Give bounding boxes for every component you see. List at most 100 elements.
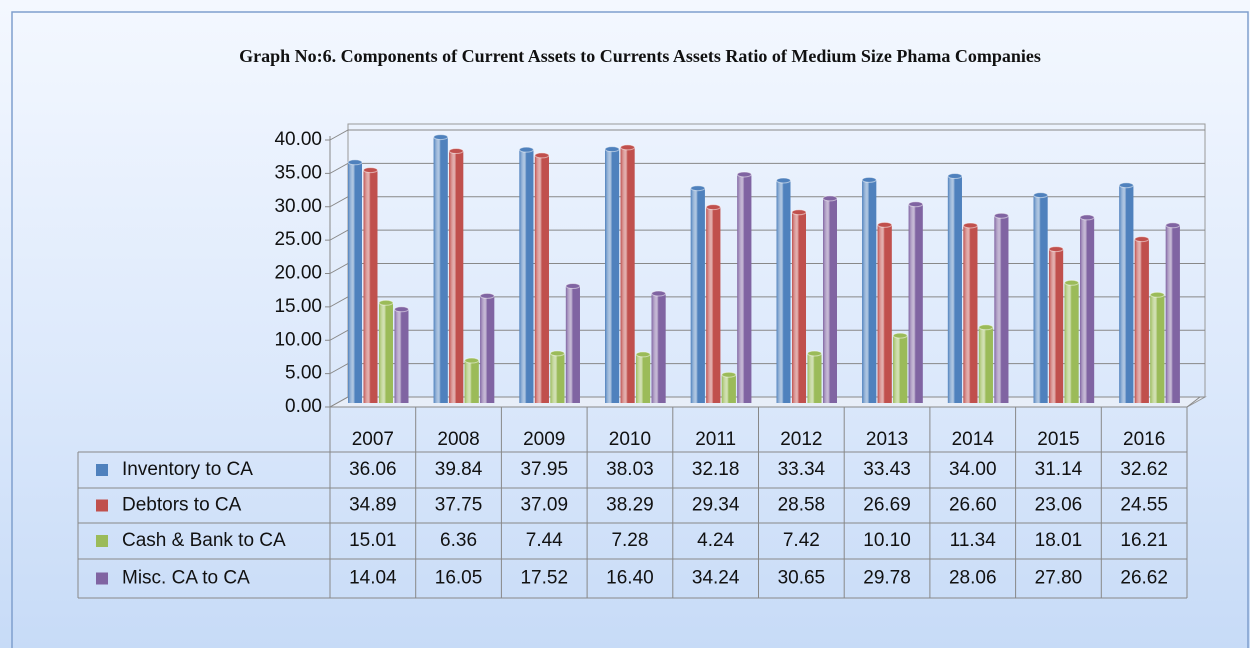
- bar-shine: [737, 174, 752, 403]
- table-value: 31.14: [1035, 459, 1083, 480]
- bar-shine: [620, 147, 635, 403]
- bar-cap: [518, 146, 534, 153]
- bar-cap: [1064, 279, 1080, 286]
- x-tick-label: 2013: [866, 429, 908, 450]
- bar-cap: [1118, 182, 1134, 189]
- table-value: 23.06: [1035, 495, 1083, 516]
- bar-cap: [721, 371, 737, 378]
- bar-shine: [792, 212, 806, 403]
- bar-cap: [565, 283, 581, 290]
- x-tick-label: 2016: [1123, 429, 1165, 450]
- table-value: 26.62: [1120, 568, 1168, 589]
- bar-cap: [1079, 214, 1095, 221]
- table-value: 24.55: [1120, 495, 1168, 516]
- bar-cap: [635, 351, 651, 358]
- bar-shine: [480, 295, 495, 403]
- table-value: 32.62: [1120, 459, 1168, 480]
- bar-shine: [550, 353, 565, 403]
- legend-swatch: [96, 535, 108, 547]
- table-value: 14.04: [349, 568, 397, 589]
- table-value: 7.42: [783, 530, 820, 551]
- grid-line: [329, 129, 1205, 141]
- legend-label: Inventory to CA: [122, 459, 253, 480]
- table-value: 29.34: [692, 495, 740, 516]
- table-value: 11.34: [950, 530, 997, 551]
- bar-cap: [378, 299, 394, 306]
- bar-shine: [449, 151, 464, 403]
- bar-shine: [534, 155, 549, 403]
- legend-label: Misc. CA to CA: [122, 568, 250, 589]
- y-tick-label: 35.00: [274, 162, 322, 183]
- bar-cap: [479, 292, 495, 299]
- bar-cap: [363, 167, 378, 174]
- table-value: 26.69: [863, 495, 911, 516]
- table-value: 29.78: [863, 568, 911, 589]
- bar-cap: [448, 148, 464, 155]
- bar-cap: [1134, 236, 1150, 243]
- x-tick-label: 2008: [437, 429, 479, 450]
- legend-label: Cash & Bank to CA: [122, 530, 286, 551]
- bar-shine: [519, 149, 534, 403]
- table-value: 7.44: [526, 530, 563, 551]
- legend-swatch: [96, 499, 108, 512]
- bar-cap: [822, 195, 838, 202]
- x-tick-label: 2010: [609, 429, 651, 450]
- table-value: 33.43: [863, 459, 911, 480]
- bar-shine: [978, 327, 993, 403]
- bar-cap: [604, 146, 620, 153]
- table-value: 4.24: [697, 530, 734, 551]
- y-tick-label: 0.00: [285, 396, 322, 417]
- bar-cap: [347, 159, 363, 166]
- bar-cap: [464, 357, 480, 364]
- table-value: 6.36: [440, 530, 477, 551]
- bar-cap: [690, 185, 706, 192]
- bar-cap: [433, 134, 449, 141]
- bar-cap: [549, 350, 565, 357]
- y-tick-label: 25.00: [274, 229, 322, 250]
- bar-shine: [1119, 185, 1134, 403]
- bar-shine: [908, 204, 923, 403]
- bar-cap: [962, 222, 978, 229]
- bar-cap: [736, 171, 752, 178]
- bar-cap: [1048, 246, 1064, 253]
- table-value: 7.28: [611, 530, 648, 551]
- bar-cap: [1149, 291, 1165, 298]
- table-value: 15.01: [349, 530, 397, 551]
- table-value: 27.80: [1035, 568, 1083, 589]
- bar-cap: [908, 201, 924, 208]
- bar-shine: [1033, 195, 1048, 403]
- bar-shine: [963, 225, 978, 403]
- bar-cap: [1033, 192, 1049, 199]
- bar-cap: [705, 204, 721, 211]
- bar-shine: [394, 309, 409, 403]
- table-value: 37.95: [520, 459, 568, 480]
- bar-shine: [706, 207, 721, 403]
- table-value: 18.01: [1035, 530, 1083, 551]
- table-value: 28.06: [949, 568, 997, 589]
- table-value: 16.05: [435, 568, 483, 589]
- bar-cap: [993, 212, 1009, 219]
- bar-shine: [565, 286, 580, 403]
- legend-swatch: [96, 572, 108, 585]
- bar-cap: [978, 324, 994, 331]
- x-tick-label: 2009: [523, 429, 565, 450]
- bar-cap: [892, 332, 908, 339]
- bar-cap: [776, 177, 791, 184]
- x-tick-label: 2007: [352, 429, 394, 450]
- bar-cap: [651, 290, 667, 297]
- table-value: 36.06: [349, 459, 397, 480]
- bar-cap: [791, 209, 807, 216]
- bar-shine: [1080, 217, 1095, 403]
- x-tick-label: 2011: [695, 429, 736, 450]
- table-value: 34.00: [949, 459, 997, 480]
- bar-cap: [1165, 222, 1181, 229]
- table-value: 37.75: [435, 495, 483, 516]
- table-value: 38.03: [606, 459, 654, 480]
- frame: [11, 11, 1249, 648]
- bar-shine: [651, 293, 666, 403]
- y-tick-label: 5.00: [285, 363, 322, 384]
- bar-shine: [947, 176, 962, 403]
- legend-label: Debtors to CA: [122, 495, 242, 516]
